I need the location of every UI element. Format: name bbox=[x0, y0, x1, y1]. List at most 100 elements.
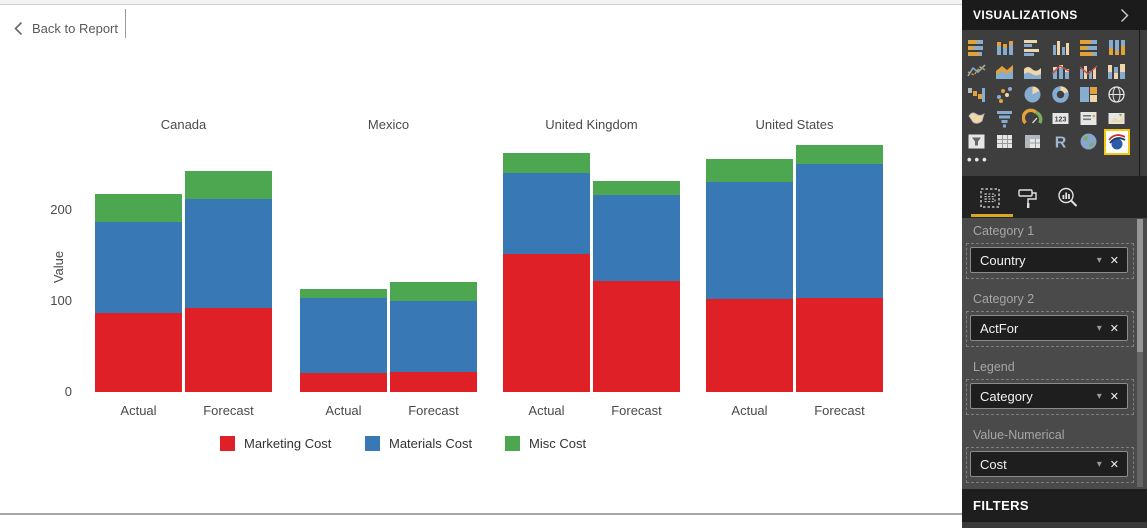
remove-field-icon[interactable]: ✕ bbox=[1109, 254, 1119, 267]
kpi-icon[interactable] bbox=[1106, 108, 1127, 129]
bar-segment[interactable] bbox=[593, 280, 680, 392]
bar-segment[interactable] bbox=[95, 312, 182, 392]
bar-segment[interactable] bbox=[300, 372, 387, 392]
legend-swatch[interactable] bbox=[505, 436, 520, 451]
line-and-clustered-column-chart-icon[interactable] bbox=[1078, 61, 1099, 82]
stacked-column-chart-icon[interactable] bbox=[994, 37, 1015, 58]
well-label-value-numerical: Value-Numerical bbox=[973, 428, 1065, 442]
legend-swatch[interactable] bbox=[365, 436, 380, 451]
bar-segment[interactable] bbox=[796, 163, 883, 299]
bar-segment[interactable] bbox=[503, 172, 590, 254]
bar-segment[interactable] bbox=[390, 371, 477, 392]
chart-group-title: United Kingdom bbox=[545, 117, 638, 132]
report-canvas-border bbox=[0, 513, 962, 515]
field-pill-cost[interactable]: Cost ▾ ✕ bbox=[970, 451, 1128, 477]
slicer-icon[interactable] bbox=[966, 131, 987, 152]
matrix-icon[interactable] bbox=[1022, 131, 1043, 152]
well-category2: ActFor ▾ ✕ bbox=[966, 311, 1134, 347]
bar-segment[interactable] bbox=[95, 221, 182, 313]
stacked-bar-chart-icon[interactable] bbox=[966, 37, 987, 58]
table-icon[interactable] bbox=[994, 131, 1015, 152]
tab-analytics[interactable] bbox=[1048, 181, 1088, 215]
pie-chart-icon[interactable] bbox=[1022, 84, 1043, 105]
bar-segment[interactable] bbox=[706, 159, 793, 182]
bar-segment[interactable] bbox=[95, 193, 182, 222]
tab-fields[interactable] bbox=[970, 181, 1010, 215]
x-axis-label: Actual bbox=[731, 403, 768, 418]
stacked-area-chart-icon[interactable] bbox=[1022, 61, 1043, 82]
arcgis-map-icon[interactable] bbox=[1078, 131, 1099, 152]
bar-segment[interactable] bbox=[185, 199, 272, 309]
bar-segment[interactable] bbox=[390, 281, 477, 301]
field-pill-actfor[interactable]: ActFor ▾ ✕ bbox=[970, 315, 1128, 341]
bar-segment[interactable] bbox=[503, 253, 590, 392]
filters-section-header[interactable]: FILTERS bbox=[962, 489, 1147, 522]
x-axis-label: Forecast bbox=[203, 403, 254, 418]
bar-segment[interactable] bbox=[300, 298, 387, 373]
remove-field-icon[interactable]: ✕ bbox=[1109, 322, 1119, 335]
bar-segment[interactable] bbox=[593, 195, 680, 281]
clustered-bar-chart-icon[interactable] bbox=[1022, 37, 1043, 58]
bar-segment[interactable] bbox=[706, 299, 793, 392]
selected-tab-underline bbox=[971, 214, 1013, 217]
more-visuals-ellipsis[interactable]: ••• bbox=[967, 152, 990, 167]
gauge-icon[interactable] bbox=[1021, 108, 1043, 129]
fields-icon bbox=[980, 188, 1000, 208]
treemap-icon[interactable] bbox=[1078, 84, 1099, 105]
bar-segment[interactable] bbox=[185, 170, 272, 200]
legend-swatch[interactable] bbox=[220, 436, 235, 451]
map-icon[interactable] bbox=[1106, 84, 1127, 105]
chevron-down-icon[interactable]: ▾ bbox=[1096, 458, 1102, 470]
waterfall-chart-icon[interactable] bbox=[966, 84, 987, 105]
line-chart-icon[interactable] bbox=[966, 61, 987, 82]
filled-map-icon[interactable] bbox=[966, 108, 987, 129]
ribbon-chart-icon[interactable] bbox=[1106, 61, 1127, 82]
x-axis-label: Forecast bbox=[611, 403, 662, 418]
visual-type-grid: 123 R bbox=[962, 0, 1147, 176]
remove-field-icon[interactable]: ✕ bbox=[1109, 390, 1119, 403]
x-axis-label: Actual bbox=[325, 403, 362, 418]
svg-text:123: 123 bbox=[1055, 116, 1067, 123]
donut-chart-icon[interactable] bbox=[1050, 84, 1071, 105]
line-and-stacked-column-chart-icon[interactable] bbox=[1050, 61, 1071, 82]
forecast-custom-visual-icon[interactable] bbox=[1104, 129, 1130, 155]
chevron-down-icon[interactable]: ▾ bbox=[1096, 254, 1102, 266]
back-to-report-button[interactable]: Back to Report bbox=[14, 14, 118, 42]
remove-field-icon[interactable]: ✕ bbox=[1109, 458, 1119, 471]
funnel-icon[interactable] bbox=[994, 108, 1015, 129]
bar-segment[interactable] bbox=[593, 180, 680, 196]
y-axis-tick-label: 0 bbox=[64, 384, 72, 399]
field-pill-label: Cost bbox=[980, 456, 1007, 472]
bar-segment[interactable] bbox=[503, 152, 590, 173]
chevron-right-icon[interactable] bbox=[1120, 8, 1129, 23]
field-pill-country[interactable]: Country ▾ ✕ bbox=[970, 247, 1128, 273]
bar-segment[interactable] bbox=[796, 145, 883, 164]
bar-segment[interactable] bbox=[796, 298, 883, 392]
top-strip bbox=[0, 0, 962, 5]
field-pill-category[interactable]: Category ▾ ✕ bbox=[970, 383, 1128, 409]
area-chart-icon[interactable] bbox=[994, 61, 1015, 82]
r-script-visual-icon[interactable]: R bbox=[1050, 131, 1071, 152]
multi-row-card-icon[interactable] bbox=[1078, 108, 1099, 129]
analytics-magnifier-icon bbox=[1058, 187, 1078, 207]
visualizations-title: VISUALIZATIONS bbox=[973, 8, 1078, 22]
filters-section-body bbox=[962, 522, 1147, 528]
svg-text:R: R bbox=[1055, 135, 1067, 152]
bar-segment[interactable] bbox=[185, 308, 272, 392]
x-axis-label: Actual bbox=[528, 403, 565, 418]
100-stacked-bar-chart-icon[interactable] bbox=[1078, 37, 1099, 58]
bar-segment[interactable] bbox=[390, 301, 477, 372]
100-stacked-column-chart-icon[interactable] bbox=[1106, 37, 1127, 58]
clustered-column-chart-icon[interactable] bbox=[1050, 37, 1071, 58]
card-icon[interactable]: 123 bbox=[1050, 108, 1071, 129]
tab-format[interactable] bbox=[1008, 181, 1048, 215]
scrollbar-thumb[interactable] bbox=[1137, 219, 1143, 352]
bar-segment[interactable] bbox=[300, 289, 387, 299]
bar-segment[interactable] bbox=[706, 181, 793, 300]
scatter-chart-icon[interactable] bbox=[994, 84, 1015, 105]
chevron-down-icon[interactable]: ▾ bbox=[1096, 322, 1102, 334]
filters-title: FILTERS bbox=[973, 498, 1029, 513]
chevron-down-icon[interactable]: ▾ bbox=[1096, 390, 1102, 402]
panel-scrollbar[interactable] bbox=[1137, 219, 1143, 487]
